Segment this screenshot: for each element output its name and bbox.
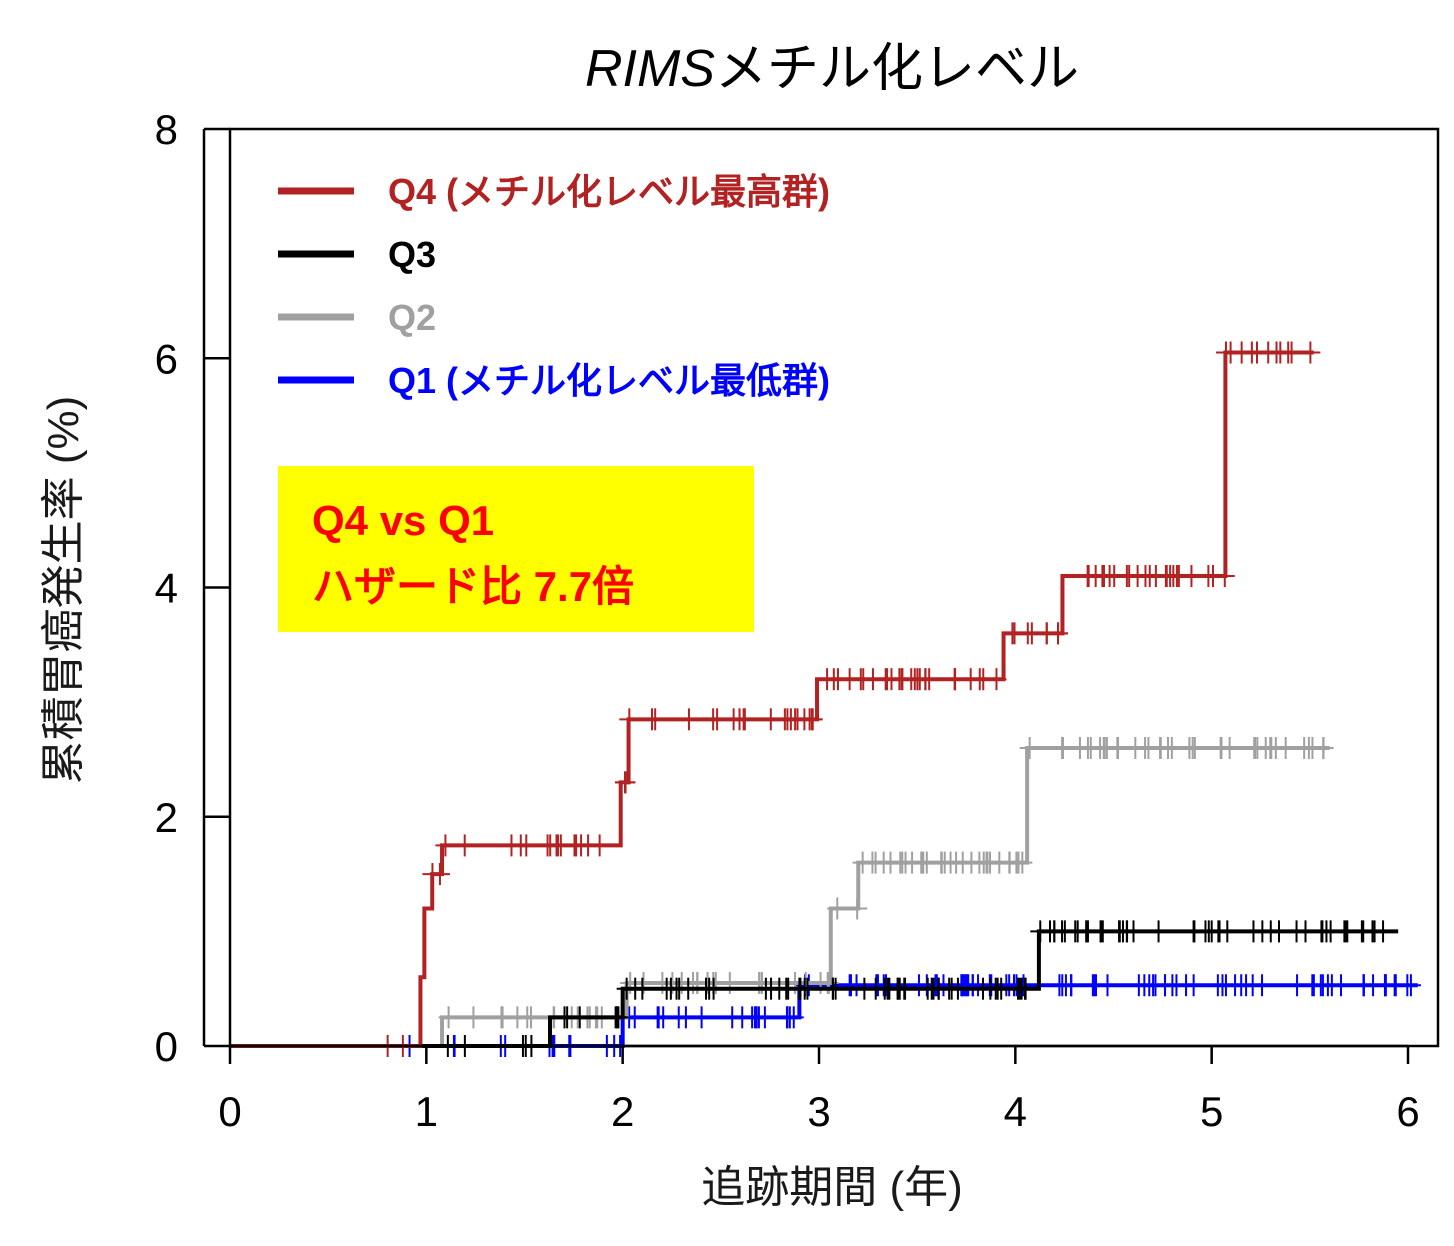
- hazard-ratio-line-1: Q4 vs Q1: [312, 497, 494, 544]
- y-tick-label: 2: [155, 794, 178, 841]
- x-tick-label: 1: [415, 1088, 438, 1135]
- x-axis: 0 1 2 3 4 5 6: [218, 1044, 1420, 1135]
- legend-label-2: Q2: [388, 297, 436, 338]
- hazard-ratio-background: [278, 466, 754, 632]
- series-3-curve: [230, 983, 1418, 1048]
- legend-label-0: Q4 (メチル化レベル最高群): [388, 171, 830, 212]
- y-tick-label: 4: [155, 565, 178, 612]
- y-axis: 0 2 4 6 8: [155, 106, 230, 1070]
- series-2: [230, 736, 1334, 1048]
- hazard-ratio-box: Q4 vs Q1 ハザード比 7.7倍: [278, 466, 754, 632]
- x-tick-label: 3: [807, 1088, 830, 1135]
- hazard-ratio-line-2: ハザード比 7.7倍: [312, 563, 634, 610]
- x-tick-label: 0: [218, 1088, 241, 1135]
- legend: Q4 (メチル化レベル最高群) Q3 Q2 Q1 (メチル化レベル最低群): [278, 171, 830, 401]
- x-axis-label: 追跡期間 (年): [701, 1163, 963, 1212]
- series-1: [230, 920, 1399, 1057]
- series-0-curve: [230, 350, 1314, 1048]
- x-tick-label: 5: [1200, 1088, 1223, 1135]
- y-axis-label: 累積胃癌発生率 (%): [39, 396, 88, 785]
- series-layer: [230, 341, 1421, 1057]
- series-0: [230, 341, 1321, 1057]
- chart-title: RIMSメチル化レベル: [585, 40, 1079, 98]
- legend-label-1: Q3: [388, 234, 436, 275]
- series-1-curve: [230, 929, 1399, 1048]
- legend-label-3: Q1 (メチル化レベル最低群): [388, 360, 830, 401]
- y-tick-label: 0: [155, 1023, 178, 1070]
- y-tick-label: 6: [155, 335, 178, 382]
- chart-title-italic: RIMS: [585, 40, 715, 98]
- chart-title-rest: メチル化レベル: [715, 40, 1079, 98]
- series-2-curve: [230, 745, 1330, 1048]
- x-tick-label: 4: [1004, 1088, 1027, 1135]
- x-tick-label: 6: [1396, 1088, 1419, 1135]
- y-tick-label: 8: [155, 106, 178, 153]
- x-tick-label: 2: [611, 1088, 634, 1135]
